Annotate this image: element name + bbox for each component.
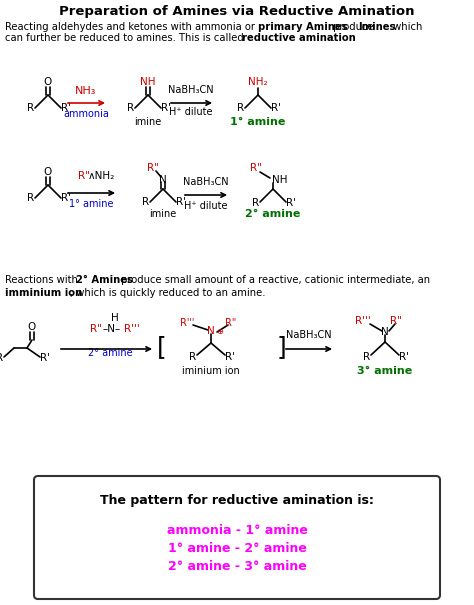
- Text: R": R": [90, 324, 102, 334]
- Text: 1° amine: 1° amine: [69, 199, 113, 209]
- Text: R": R": [78, 171, 90, 181]
- Text: NaBH₃CN: NaBH₃CN: [183, 177, 229, 187]
- Text: R": R": [250, 163, 262, 173]
- Text: O: O: [44, 77, 52, 87]
- Text: R: R: [27, 103, 35, 113]
- Text: Reacting aldehydes and ketones with ammonia or: Reacting aldehydes and ketones with ammo…: [5, 22, 258, 32]
- Text: reductive amination: reductive amination: [242, 33, 356, 43]
- Text: R': R': [176, 197, 186, 207]
- Text: .: .: [332, 33, 335, 43]
- Text: ammonia: ammonia: [63, 109, 109, 119]
- Text: R': R': [161, 103, 171, 113]
- Text: R': R': [225, 352, 235, 362]
- Text: Preparation of Amines via Reductive Amination: Preparation of Amines via Reductive Amin…: [59, 5, 415, 18]
- Text: ⊕: ⊕: [217, 327, 224, 336]
- Text: produce: produce: [330, 22, 377, 32]
- Text: iminium ion: iminium ion: [182, 366, 240, 376]
- Text: NaBH₃CN: NaBH₃CN: [286, 330, 332, 340]
- Text: which: which: [390, 22, 422, 32]
- Text: N: N: [381, 327, 389, 337]
- Text: R: R: [128, 103, 135, 113]
- Text: –N–: –N–: [103, 324, 121, 334]
- Text: R''': R''': [355, 316, 371, 326]
- Text: imine: imine: [149, 209, 177, 219]
- Text: R''': R''': [124, 324, 140, 334]
- Text: R': R': [61, 103, 71, 113]
- Text: R': R': [399, 352, 409, 362]
- Text: R': R': [286, 198, 296, 208]
- Text: R: R: [237, 103, 245, 113]
- Text: NH: NH: [140, 77, 156, 87]
- Text: N: N: [159, 175, 167, 185]
- Text: 1° amine - 2° amine: 1° amine - 2° amine: [168, 542, 306, 555]
- Text: NH₂: NH₂: [248, 77, 268, 87]
- Text: R: R: [364, 352, 371, 362]
- Text: R": R": [390, 316, 402, 326]
- Text: R": R": [147, 163, 159, 173]
- Text: NH₃: NH₃: [75, 86, 97, 96]
- Text: can further be reduced to amines. This is called: can further be reduced to amines. This i…: [5, 33, 247, 43]
- FancyBboxPatch shape: [34, 476, 440, 599]
- Text: R': R': [40, 353, 50, 363]
- Text: R: R: [27, 193, 35, 203]
- Text: primary Amines: primary Amines: [258, 22, 347, 32]
- Text: 2° Amines: 2° Amines: [76, 275, 133, 285]
- Text: R: R: [0, 353, 4, 363]
- Text: , which is quickly reduced to an amine.: , which is quickly reduced to an amine.: [70, 288, 265, 298]
- Text: imine: imine: [134, 117, 162, 127]
- Text: R: R: [253, 198, 260, 208]
- Text: R''': R''': [180, 318, 194, 328]
- Text: 3° amine: 3° amine: [357, 366, 413, 376]
- Text: R: R: [190, 352, 197, 362]
- Text: 2° amine - 3° amine: 2° amine - 3° amine: [168, 560, 306, 573]
- Text: H⁺ dilute: H⁺ dilute: [169, 107, 213, 117]
- Text: imminium ion: imminium ion: [5, 288, 82, 298]
- Text: ∧NH₂: ∧NH₂: [88, 171, 115, 181]
- Text: 1° amine: 1° amine: [230, 117, 286, 127]
- Text: NH: NH: [272, 175, 288, 185]
- Text: O: O: [28, 322, 36, 332]
- Text: 2° amine: 2° amine: [246, 209, 301, 219]
- Text: 2° amine: 2° amine: [88, 348, 132, 358]
- Text: ammonia - 1° amine: ammonia - 1° amine: [166, 524, 308, 537]
- Text: produce small amount of a reactive, cationic intermediate, an: produce small amount of a reactive, cati…: [118, 275, 430, 285]
- Text: R: R: [143, 197, 150, 207]
- Text: N: N: [207, 326, 215, 336]
- Text: O: O: [44, 167, 52, 177]
- Text: ]: ]: [277, 335, 287, 359]
- Text: R': R': [61, 193, 71, 203]
- Text: Reactions with: Reactions with: [5, 275, 81, 285]
- Text: [: [: [157, 335, 167, 359]
- Text: Imines: Imines: [358, 22, 395, 32]
- Text: H⁺ dilute: H⁺ dilute: [184, 201, 228, 211]
- Text: The pattern for reductive amination is:: The pattern for reductive amination is:: [100, 494, 374, 507]
- Text: R': R': [271, 103, 281, 113]
- Text: NaBH₃CN: NaBH₃CN: [168, 85, 214, 95]
- Text: H: H: [111, 313, 119, 323]
- Text: R": R": [225, 318, 237, 328]
